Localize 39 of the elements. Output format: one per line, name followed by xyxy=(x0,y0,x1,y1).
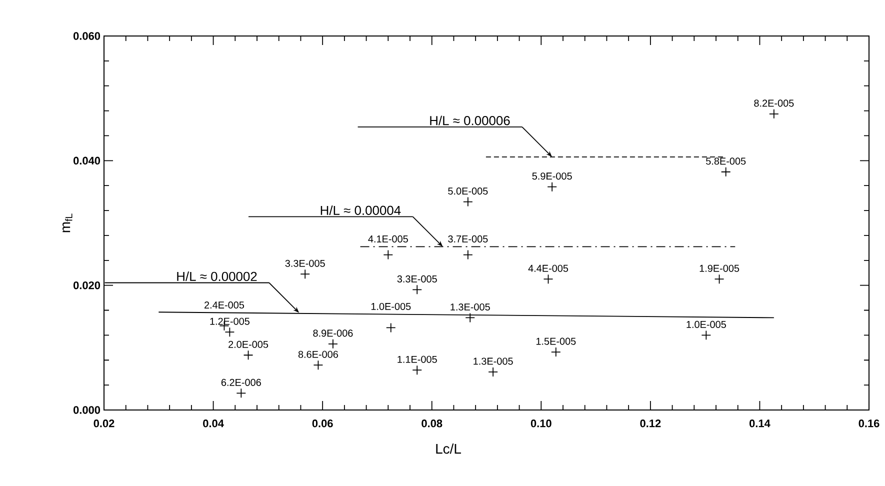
x-tick-label: 0.10 xyxy=(530,420,552,428)
annotation: 1.3E-005 xyxy=(450,303,490,311)
annotation: 4.1E-005 xyxy=(368,235,408,242)
annotation: 5.8E-005 xyxy=(706,158,746,165)
annotation: 8.9E-006 xyxy=(313,330,353,337)
annotation: 1.2E-005 xyxy=(210,318,250,325)
x-tick-label: 0.02 xyxy=(94,420,114,428)
annotation: 1.3E-005 xyxy=(474,358,513,365)
annotation: 5.0E-005 xyxy=(448,188,488,195)
annotation: H/L ≈ 0.00002 xyxy=(177,272,257,282)
x-tick-label: 0.04 xyxy=(203,420,224,428)
annotation: 2.0E-005 xyxy=(228,340,268,348)
annotation: 8.6E-006 xyxy=(298,350,338,358)
annotation: H/L ≈ 0.00004 xyxy=(320,205,401,215)
x-tick-label: 0.06 xyxy=(312,420,333,428)
annotation: 1.1E-005 xyxy=(398,356,437,363)
annotation: 2.4E-005 xyxy=(204,301,244,309)
annotation: 3.3E-005 xyxy=(397,275,437,282)
y-tick-label: 0.020 xyxy=(74,281,100,290)
x-tick-label: 0.08 xyxy=(422,420,442,428)
annotation: 3.7E-005 xyxy=(448,235,488,242)
x-tick-label: 0.12 xyxy=(640,420,661,428)
x-axis-title: Lc/L xyxy=(436,444,461,454)
annotation: H/L ≈ 0.00006 xyxy=(430,116,510,126)
y-tick-label: 0.000 xyxy=(74,406,100,414)
annotation: 4.4E-005 xyxy=(528,264,568,272)
y-axis-title: m$_{fL}$ xyxy=(62,214,72,232)
annotation: 8.2E-005 xyxy=(754,100,794,107)
y-tick-label: 0.060 xyxy=(74,32,100,40)
x-tick-label: 0.14 xyxy=(749,420,770,428)
annotation: 3.3E-005 xyxy=(285,260,325,267)
annotation: 5.9E-005 xyxy=(532,172,572,180)
x-tick-label: 0.16 xyxy=(858,420,880,428)
y-tick-label: 0.040 xyxy=(74,156,100,165)
annotation: 1.9E-005 xyxy=(700,264,740,272)
annotation: 6.2E-006 xyxy=(221,378,261,386)
annotation: 1.5E-005 xyxy=(536,338,576,345)
annotation: 1.0E-005 xyxy=(686,320,726,328)
annotation: 1.0E-005 xyxy=(371,302,411,310)
